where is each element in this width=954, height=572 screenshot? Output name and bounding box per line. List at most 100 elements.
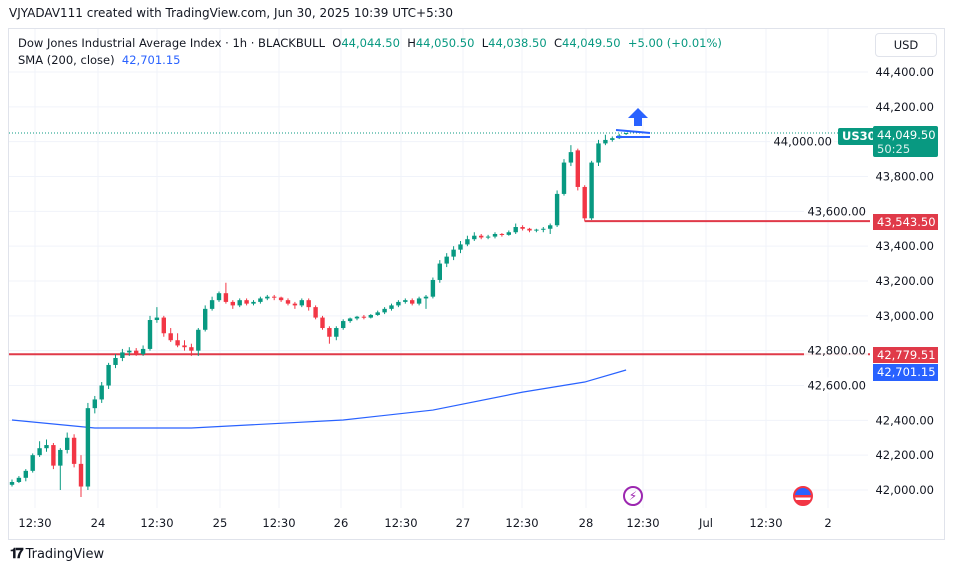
candle-body <box>106 364 111 386</box>
tv-logo-icon: 𝟏𝟕 <box>10 546 24 562</box>
sma-value: 42,701.15 <box>121 53 181 67</box>
y-tick-label: 42,600.00 <box>807 379 866 393</box>
candle-body <box>37 448 42 456</box>
candle-body <box>265 296 270 299</box>
currency-button[interactable]: USD <box>875 33 937 57</box>
candle-body <box>375 312 380 315</box>
candle-body <box>347 318 353 322</box>
candle-body <box>423 296 429 299</box>
y-tick-label-bg <box>770 133 834 149</box>
candle-body <box>258 298 263 302</box>
candle-body <box>603 139 608 144</box>
candle-body <box>92 399 97 409</box>
lightning-event-icon[interactable]: ⚡ <box>623 486 643 506</box>
candle-body <box>327 328 332 337</box>
x-tick-label: 12:30 <box>505 516 538 530</box>
candle-body <box>175 340 180 346</box>
symbol-description[interactable]: Dow Jones Industrial Average Index · 1h … <box>18 36 325 50</box>
high-value: 44,050.50 <box>415 36 475 50</box>
candle-body <box>479 235 484 238</box>
candle-body <box>99 385 104 400</box>
x-tick-label: 12:30 <box>384 516 417 530</box>
candle-body <box>306 300 311 308</box>
candle-body <box>209 300 215 309</box>
candle-body <box>223 293 229 302</box>
sma-label[interactable]: SMA (200, close) <box>18 53 115 67</box>
candle-body <box>65 437 70 450</box>
candle-body <box>237 300 242 306</box>
candle-body <box>9 481 15 485</box>
y-tick-label: 43,400.00 <box>875 239 934 253</box>
candle-body <box>596 143 601 163</box>
level-tag-42779: 42,779.51 <box>873 347 938 363</box>
x-tick-label: 12:30 <box>262 516 295 530</box>
candle-body <box>71 437 77 464</box>
y-tick-label: 42,800.00 <box>807 344 866 358</box>
candle-body <box>582 186 587 219</box>
candle-body <box>313 307 318 318</box>
us-flag-event-icon[interactable] <box>793 486 813 506</box>
candle-body <box>230 301 235 306</box>
x-tick-label: 12:30 <box>749 516 782 530</box>
chart-legend: Dow Jones Industrial Average Index · 1h … <box>18 35 722 69</box>
y-tick-label-bg <box>804 203 868 219</box>
candle-body <box>189 347 194 351</box>
sma-row: SMA (200, close) 42,701.15 <box>18 52 722 69</box>
y-tick-label-bg <box>804 377 868 393</box>
candle-body <box>430 279 436 297</box>
x-tick-label: 28 <box>579 516 594 530</box>
change-value: +5.00 (+0.01%) <box>627 36 722 50</box>
candle-body <box>368 314 373 318</box>
close-value: 44,049.50 <box>562 36 621 50</box>
candle-body <box>389 305 394 309</box>
candle-body <box>182 345 187 348</box>
drawing-line <box>615 129 651 134</box>
candle-body <box>154 317 160 321</box>
candle-body <box>410 300 415 304</box>
candle-body <box>278 297 284 301</box>
candle-body <box>361 316 367 318</box>
candle-body <box>403 300 408 302</box>
chart-credit: VJYADAV111 created with TradingView.com,… <box>9 6 454 20</box>
x-tick-label: 12:30 <box>18 516 51 530</box>
candle-body <box>30 455 35 471</box>
sma-line <box>11 369 627 429</box>
candle-body <box>120 352 125 358</box>
open-value: 44,044.50 <box>341 36 400 50</box>
open-label: O <box>332 36 342 50</box>
candle-body <box>354 316 360 319</box>
candle-body <box>458 244 463 250</box>
candle-body <box>320 317 325 329</box>
candle-body <box>610 138 615 140</box>
candle-body <box>465 239 470 245</box>
x-tick-label: 12:30 <box>140 516 173 530</box>
y-tick-label-bg <box>804 342 868 358</box>
candle-body <box>196 329 201 351</box>
candle-body <box>589 162 594 219</box>
close-label: C <box>553 36 562 50</box>
candle-body <box>451 249 456 257</box>
low-label: L <box>481 36 489 50</box>
candle-body <box>554 193 560 226</box>
candle-body <box>341 321 346 329</box>
candle-body <box>499 233 505 235</box>
candle-body <box>437 263 442 280</box>
x-tick-label: 24 <box>91 516 106 530</box>
y-tick-label: 43,200.00 <box>875 274 934 288</box>
tradingview-logo[interactable]: 𝟏𝟕 TradingView <box>10 546 104 562</box>
ticker-tag: US30 <box>838 128 880 145</box>
candle-body <box>334 328 339 337</box>
y-tick-label: 44,400.00 <box>875 65 934 79</box>
candle-body <box>272 296 277 298</box>
candle-body <box>623 133 629 135</box>
candle-body <box>416 298 422 304</box>
y-tick-label: 43,800.00 <box>875 170 934 184</box>
candle-body <box>85 408 91 487</box>
candle-body <box>472 235 477 240</box>
chart-frame <box>8 28 945 540</box>
candle-body <box>444 256 449 264</box>
candle-body <box>140 348 146 355</box>
candle-body <box>51 445 56 466</box>
candle-body <box>244 300 249 304</box>
